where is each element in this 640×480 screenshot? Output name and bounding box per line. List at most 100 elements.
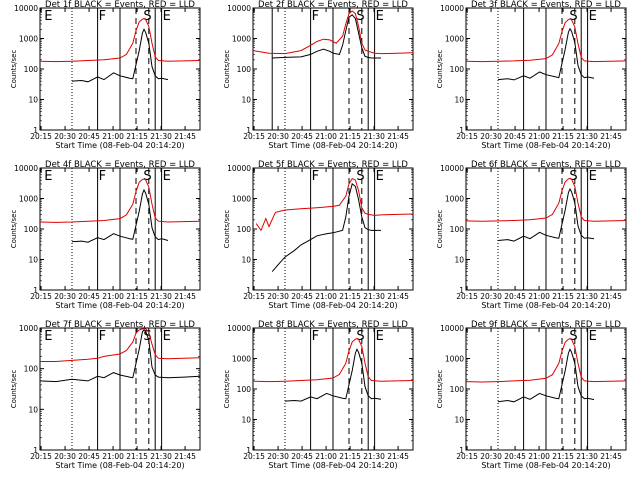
x-tick-label: 20:30 (54, 452, 76, 461)
x-tick-label: 21:00 (315, 132, 337, 141)
interval-annotation: S (356, 329, 364, 344)
x-axis-label: Start Time (08-Feb-04 20:14:20) (55, 461, 184, 470)
x-tick-label: 21:15 (339, 452, 361, 461)
interval-annotation: E (44, 9, 52, 24)
lld-series-line (465, 18, 627, 63)
x-tick-label: 20:45 (504, 452, 526, 461)
y-tick-label: 1 (33, 446, 38, 455)
x-tick-label: 21:30 (150, 292, 172, 301)
x-tick-label: 21:30 (150, 452, 172, 461)
events-series-line (71, 188, 169, 243)
panel-title: Det 6f BLACK = Events, RED = LLD (471, 160, 621, 170)
y-tick-label: 100 (24, 65, 39, 74)
x-tick-label: 21:15 (126, 132, 148, 141)
y-tick-label: 1000 (19, 324, 38, 333)
interval-annotation: E (589, 329, 597, 344)
x-tick-label: 21:15 (339, 292, 361, 301)
interval-annotation: S (356, 9, 364, 24)
x-tick-label: 21:30 (363, 132, 385, 141)
y-tick-label: 1000 (445, 35, 464, 44)
panel-det-1: Det 1f BLACK = Events, RED = LLD 1 10 100 10… (10, 0, 201, 150)
y-axis-label: Counts/sec (436, 210, 444, 249)
x-tick-label: 21:00 (528, 132, 550, 141)
x-tick-label: 20:15 (456, 452, 478, 461)
x-axis-label: Start Time (08-Feb-04 20:14:20) (481, 141, 610, 150)
events-series-line (272, 14, 381, 59)
y-tick-label: 1 (459, 446, 464, 455)
interval-annotation: F (99, 329, 106, 344)
y-tick-label: 1000 (232, 35, 251, 44)
x-tick-label: 21:00 (528, 292, 550, 301)
x-tick-label: 20:15 (456, 132, 478, 141)
x-tick-label: 20:30 (480, 292, 502, 301)
x-tick-label: 20:30 (267, 132, 289, 141)
x-tick-label: 21:15 (552, 292, 574, 301)
y-tick-label: 1 (246, 126, 251, 135)
y-tick-label: 1000 (19, 195, 38, 204)
y-tick-label: 100 (450, 225, 465, 234)
interval-annotation: E (376, 169, 384, 184)
x-tick-label: 21:15 (126, 452, 148, 461)
interval-annotation: S (569, 169, 577, 184)
x-tick-label: 21:30 (150, 132, 172, 141)
interval-annotation: E (589, 169, 597, 184)
x-tick-label: 20:15 (243, 132, 265, 141)
y-tick-label: 10000 (14, 164, 38, 173)
x-axis-label: Start Time (08-Feb-04 20:14:20) (268, 141, 397, 150)
x-tick-label: 20:15 (243, 292, 265, 301)
y-tick-label: 1000 (445, 195, 464, 204)
x-tick-label: 21:15 (552, 452, 574, 461)
y-tick-label: 100 (237, 385, 252, 394)
y-tick-label: 1 (459, 126, 464, 135)
interval-annotation: F (312, 9, 319, 24)
y-tick-label: 10 (28, 96, 38, 105)
x-tick-label: 20:45 (291, 292, 313, 301)
x-tick-label: 21:00 (528, 452, 550, 461)
x-tick-label: 21:45 (174, 292, 196, 301)
lld-series-line (252, 338, 414, 383)
interval-annotation: F (312, 169, 319, 184)
y-tick-label: 10000 (227, 164, 251, 173)
x-tick-label: 21:15 (126, 292, 148, 301)
panel-title: Det 5f BLACK = Events, RED = LLD (258, 160, 408, 170)
x-tick-label: 21:30 (363, 292, 385, 301)
x-tick-label: 21:15 (552, 132, 574, 141)
y-tick-label: 10 (241, 96, 251, 105)
y-tick-label: 1 (33, 126, 38, 135)
panel-title: Det 3f BLACK = Events, RED = LLD (471, 0, 621, 10)
x-tick-label: 21:30 (576, 452, 598, 461)
x-tick-label: 20:45 (291, 452, 313, 461)
x-tick-label: 20:45 (504, 132, 526, 141)
y-tick-label: 1000 (19, 35, 38, 44)
events-series-line (39, 329, 201, 383)
lld-series-line (465, 338, 627, 383)
y-axis-label: Counts/sec (223, 210, 231, 249)
panel-det-3: Det 3f BLACK = Events, RED = LLD 1 10 100 10… (436, 0, 627, 150)
events-series-line (284, 348, 382, 402)
x-tick-label: 20:45 (291, 132, 313, 141)
x-tick-label: 20:30 (480, 452, 502, 461)
x-tick-label: 20:45 (78, 132, 100, 141)
y-axis-label: Counts/sec (10, 50, 18, 89)
interval-annotation: E (163, 169, 171, 184)
x-tick-label: 21:45 (387, 452, 409, 461)
y-tick-label: 10000 (440, 324, 464, 333)
interval-annotation: S (569, 9, 577, 24)
interval-annotation: E (376, 9, 384, 24)
x-tick-label: 20:30 (267, 292, 289, 301)
panel-title: Det 2f BLACK = Events, RED = LLD (258, 0, 408, 10)
y-tick-label: 10 (241, 256, 251, 265)
y-tick-label: 1000 (232, 355, 251, 364)
interval-annotation: E (163, 9, 171, 24)
events-series-line (497, 187, 595, 242)
x-tick-label: 21:30 (576, 132, 598, 141)
interval-annotation: E (376, 329, 384, 344)
x-tick-label: 21:00 (102, 292, 124, 301)
y-axis-label: Counts/sec (10, 210, 18, 249)
panel-det-7: Det 7f BLACK = Events, RED = LLD 1 10 100 10… (10, 320, 201, 470)
y-tick-label: 10 (28, 405, 38, 414)
y-tick-label: 10000 (14, 4, 38, 13)
y-axis-label: Counts/sec (223, 370, 231, 409)
panel-title: Det 4f BLACK = Events, RED = LLD (45, 160, 195, 170)
interval-annotation: E (589, 9, 597, 24)
